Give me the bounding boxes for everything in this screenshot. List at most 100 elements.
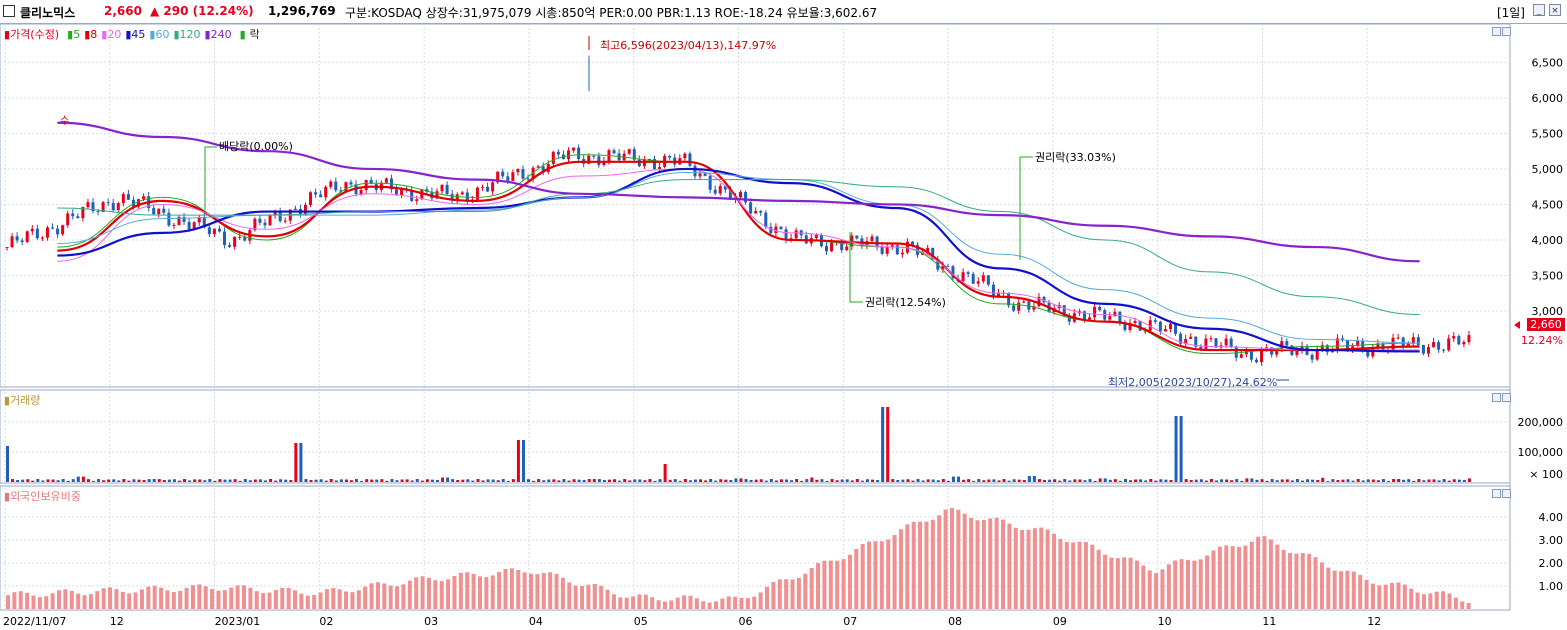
volume-bar [997, 480, 1001, 482]
foreign-bar [796, 577, 801, 609]
foreign-bar [656, 600, 661, 609]
volume-bar [16, 480, 20, 482]
close-icon[interactable]: × [1549, 4, 1561, 16]
period-selector[interactable]: [1일] [1496, 6, 1525, 20]
price-panel-minimize-icon[interactable] [1492, 27, 1501, 36]
legend-ma-240: ▮240 [204, 28, 232, 41]
foreign-bar [12, 592, 17, 609]
foreign-bar [1300, 553, 1305, 609]
volume-bar [1427, 479, 1431, 482]
candle-body [1158, 321, 1162, 332]
volume-bar [1397, 479, 1401, 482]
foreign-bar [1358, 574, 1363, 609]
legend-ma-20: ▮20 [101, 28, 122, 41]
volume-bar [329, 479, 333, 482]
foreign-bar [1313, 557, 1318, 609]
foreign-bar [669, 600, 674, 609]
candle-body [243, 236, 247, 241]
volume-bar [1270, 479, 1274, 482]
foreign-bar [1262, 536, 1267, 609]
volume-bar [871, 479, 875, 482]
foreign-bar [305, 595, 310, 609]
candle-body [329, 181, 333, 187]
volume-bar [1063, 479, 1067, 482]
foreign-bar [1185, 559, 1190, 609]
volume-bar [592, 479, 596, 482]
foreign-bar [1096, 549, 1101, 609]
volume-bar [643, 480, 647, 482]
volume-bar [223, 479, 227, 482]
candle-body [162, 208, 166, 213]
foreign-bar [1243, 545, 1248, 609]
foreign-bar [1052, 533, 1057, 609]
volume-panel-minimize-icon[interactable] [1492, 393, 1501, 402]
candle-body [875, 236, 879, 247]
volume-bar [926, 479, 930, 482]
volume-bar [1417, 479, 1421, 482]
foreign-bar [267, 592, 272, 609]
volume-bar [845, 479, 849, 482]
candle-body [207, 227, 211, 235]
candle-body [314, 192, 318, 195]
candle-body [1320, 345, 1324, 350]
last-change-label: 12.24% [1521, 334, 1563, 347]
volume-bar [1129, 480, 1133, 482]
volume-bar [1381, 479, 1385, 482]
candle-body [445, 184, 449, 195]
price-tick-label: 4,500 [1532, 198, 1564, 211]
volume-bar [1356, 479, 1360, 482]
candle-body [384, 178, 388, 183]
date-tick-label: 08 [948, 615, 962, 628]
volume-bars [6, 407, 1471, 482]
minimize-icon[interactable]: _ [1533, 4, 1545, 16]
volume-panel-close-icon[interactable] [1502, 393, 1511, 402]
candle-body [182, 216, 186, 222]
candle-body [941, 265, 945, 270]
price-tick-label: 6,500 [1532, 56, 1564, 69]
foreign-bar [911, 521, 916, 609]
volume-bar [1012, 479, 1016, 482]
foreign-bar [1147, 570, 1152, 609]
volume-bar [41, 480, 45, 482]
foreign-bar [1224, 545, 1229, 609]
volume-bar [157, 479, 161, 482]
candle-body [96, 211, 100, 213]
dividend-marker-line [204, 146, 217, 210]
candle-body [106, 202, 110, 204]
candle-body [511, 172, 515, 181]
candle-body [273, 211, 277, 216]
select-checkbox[interactable] [3, 5, 15, 17]
candle-body [91, 202, 95, 212]
date-tick-label: 02 [319, 615, 333, 628]
foreign-bar [886, 539, 891, 609]
foreign-bar [701, 601, 706, 609]
candle-body [951, 266, 955, 279]
volume-bar [183, 479, 187, 482]
foreign-bar [1077, 541, 1082, 609]
candle-body [551, 151, 555, 164]
foreign-bar [1083, 541, 1088, 609]
foreign-bar [1032, 528, 1037, 609]
foreign-panel-minimize-icon[interactable] [1492, 489, 1501, 498]
volume-bar [850, 480, 854, 482]
candle-body [293, 208, 297, 210]
volume-bar [1220, 479, 1224, 482]
foreign-bar [637, 594, 642, 609]
candle-body [1376, 343, 1380, 349]
foreign-bar [1090, 544, 1095, 609]
candle-body [435, 191, 439, 199]
volume-bar [977, 479, 981, 482]
candle-body [824, 246, 828, 252]
foreign-bar [344, 591, 349, 609]
candle-body [359, 190, 363, 195]
volume-bar [1209, 479, 1213, 482]
foreign-bar [1390, 582, 1395, 609]
foreign-panel-close-icon[interactable] [1502, 489, 1511, 498]
price-panel-close-icon[interactable] [1502, 27, 1511, 36]
candle-body [1260, 350, 1264, 363]
foreign-bar [426, 577, 431, 609]
volume-bar [982, 480, 986, 482]
foreign-bar [720, 598, 725, 609]
foreign-bar [918, 521, 923, 609]
foreign-bar [1268, 539, 1273, 609]
